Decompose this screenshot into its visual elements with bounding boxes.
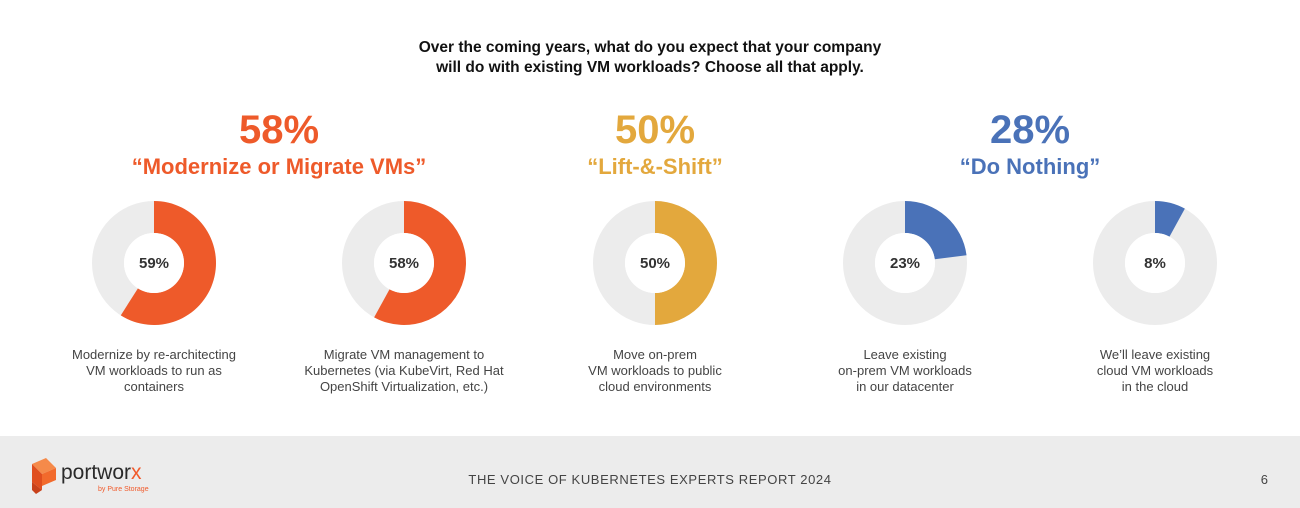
brand-name-main: portwor xyxy=(61,461,132,484)
donut-svg-1 xyxy=(92,201,217,325)
group-modernize-label: “Modernize or Migrate VMs” xyxy=(131,154,427,179)
donut-hole xyxy=(875,233,935,293)
donut-svg-4 xyxy=(843,201,967,325)
donut-description-4: Leave existing on-prem VM workloads in o… xyxy=(795,347,1015,395)
description-line: cloud VM workloads xyxy=(1096,363,1214,378)
description-line: VM workloads to public xyxy=(588,363,722,378)
donut-chart-4: 23% xyxy=(842,200,968,326)
donut-value-segment xyxy=(374,201,466,325)
donut-svg-3 xyxy=(593,201,717,325)
donut-svg-5 xyxy=(1093,201,1217,325)
portworx-logo-icon xyxy=(32,458,56,494)
donut-hole xyxy=(374,233,434,293)
donut-value-label-3: 50% xyxy=(639,254,671,272)
description-line: in our datacenter xyxy=(856,379,954,394)
description-line: Migrate VM management to xyxy=(323,347,485,362)
donut-value-label-5: 8% xyxy=(1144,254,1166,272)
donut-svg-2 xyxy=(342,201,466,325)
chart-title-line-1: Over the coming years, what do you expec… xyxy=(418,39,882,56)
description-line: VM workloads to run as xyxy=(86,363,222,378)
donut-value-segment xyxy=(655,201,717,325)
description-line: Kubernetes (via KubeVirt, Red Hat xyxy=(304,363,504,378)
donut-value-label-4: 23% xyxy=(889,254,921,272)
page-number: 6 xyxy=(1260,472,1268,487)
donut-chart-2: 58% xyxy=(341,200,467,326)
description-line: Modernize by re-architecting xyxy=(71,347,237,362)
donut-chart-1: 59% xyxy=(91,200,217,326)
footer-bar: portworx by Pure Storage THE VOICE OF KU… xyxy=(0,436,1300,508)
brand-name: portworx xyxy=(61,462,142,484)
group-modernize: 58% “Modernize or Migrate VMs” xyxy=(79,108,479,180)
group-lift-shift: 50% “Lift-&-Shift” xyxy=(455,108,855,180)
brand-name-x: x xyxy=(131,461,142,484)
description-line: in the cloud xyxy=(1121,379,1189,394)
donut-chart-5: 8% xyxy=(1092,200,1218,326)
description-line: We’ll leave existing xyxy=(1099,347,1211,362)
chart-title-line-2: will do with existing VM workloads? Choo… xyxy=(436,59,864,76)
description-line: containers xyxy=(124,379,184,394)
donut-value-label-1: 59% xyxy=(138,254,170,272)
group-do-nothing-label: “Do Nothing” xyxy=(959,154,1101,179)
donut-description-2: Migrate VM management to Kubernetes (via… xyxy=(294,347,514,395)
group-do-nothing-percent: 28% xyxy=(989,108,1071,152)
chart-title: Over the coming years, what do you expec… xyxy=(0,38,1300,78)
description-line: on-prem VM workloads xyxy=(838,363,972,378)
donut-hole xyxy=(625,233,685,293)
group-do-nothing: 28% “Do Nothing” xyxy=(830,108,1230,180)
brand-subtitle: by Pure Storage xyxy=(98,486,149,493)
description-line: cloud environments xyxy=(598,379,712,394)
donut-hole xyxy=(1125,233,1185,293)
group-lift-shift-percent: 50% xyxy=(614,108,696,152)
donut-value-label-2: 58% xyxy=(388,254,420,272)
description-line: Leave existing xyxy=(863,347,947,362)
donut-value-segment xyxy=(1155,201,1185,237)
description-line: OpenShift Virtualization, etc.) xyxy=(319,379,489,394)
report-title: THE VOICE OF KUBERNETES EXPERTS REPORT 2… xyxy=(468,472,832,487)
donut-description-1: Modernize by re-architecting VM workload… xyxy=(44,347,264,395)
group-lift-shift-label: “Lift-&-Shift” xyxy=(587,154,723,179)
donut-chart-3: 50% xyxy=(592,200,718,326)
group-modernize-percent: 58% xyxy=(238,108,320,152)
donut-value-segment xyxy=(905,201,967,260)
donut-value-segment xyxy=(120,201,217,325)
donut-description-5: We’ll leave existing cloud VM workloads … xyxy=(1045,347,1265,395)
donut-hole xyxy=(124,233,184,293)
donut-description-3: Move on-prem VM workloads to public clou… xyxy=(545,347,765,395)
description-line: Move on-prem xyxy=(613,347,697,362)
